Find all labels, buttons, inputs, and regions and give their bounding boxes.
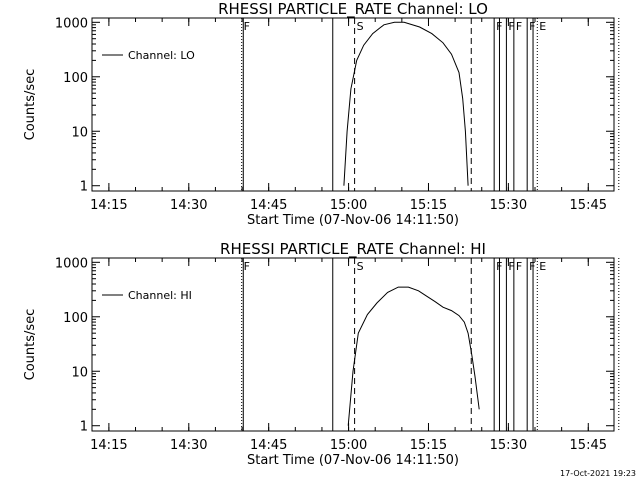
x-tick-label: 14:15: [90, 198, 127, 213]
event-marker: F: [244, 260, 250, 273]
y-tick-label: 1000: [55, 256, 88, 271]
x-tick-label: 14:45: [250, 438, 287, 453]
y-tick-label: 100: [63, 311, 88, 326]
x-tick-label: 15:45: [570, 198, 607, 213]
y-axis-label: Counts/sec: [23, 69, 38, 141]
event-marker: F: [529, 260, 535, 273]
x-axis-label: Start Time (07-Nov-06 14:11:50): [247, 453, 459, 468]
x-tick-label: 15:00: [330, 438, 367, 453]
y-tick-label: 1000: [55, 16, 88, 31]
event-marker: E: [539, 20, 546, 33]
y-tick-label: 10: [71, 365, 88, 380]
y-tick-label: 10: [71, 125, 88, 140]
chart-title: RHESSI PARTICLE_RATE Channel: HI: [220, 240, 486, 259]
legend-label: Channel: HI: [128, 289, 192, 302]
x-tick-label: 14:45: [250, 198, 287, 213]
x-tick-label: 15:15: [410, 438, 447, 453]
plot-frame: [91, 257, 615, 432]
x-axis-label: Start Time (07-Nov-06 14:11:50): [247, 213, 459, 228]
event-marker: F: [508, 260, 514, 273]
y-tick-label: 1: [80, 180, 88, 195]
x-tick-label: 15:00: [330, 198, 367, 213]
event-marker: F: [244, 20, 250, 33]
event-marker: F: [508, 20, 514, 33]
event-marker: S: [357, 260, 364, 273]
event-marker: S: [357, 20, 364, 33]
event-marker: E: [539, 260, 546, 273]
series-line: [347, 286, 480, 426]
x-tick-label: 15:45: [570, 438, 607, 453]
y-tick-label: 100: [63, 71, 88, 86]
plot-frame: [91, 17, 615, 192]
x-tick-label: 14:30: [170, 198, 207, 213]
x-tick-label: 15:15: [410, 198, 447, 213]
chart-title: RHESSI PARTICLE_RATE Channel: LO: [218, 0, 488, 19]
series-line: [343, 21, 469, 186]
x-tick-label: 14:30: [170, 438, 207, 453]
y-axis-label: Counts/sec: [23, 309, 38, 381]
event-marker: F: [529, 20, 535, 33]
y-tick-label: 1: [80, 420, 88, 435]
event-marker: F: [516, 20, 522, 33]
x-tick-label: 14:15: [90, 438, 127, 453]
legend-label: Channel: LO: [128, 49, 195, 62]
timestamp-label: 17-Oct-2021 19:23: [560, 469, 636, 478]
event-marker: F: [516, 260, 522, 273]
x-tick-label: 15:30: [490, 438, 527, 453]
x-tick-label: 15:30: [490, 198, 527, 213]
